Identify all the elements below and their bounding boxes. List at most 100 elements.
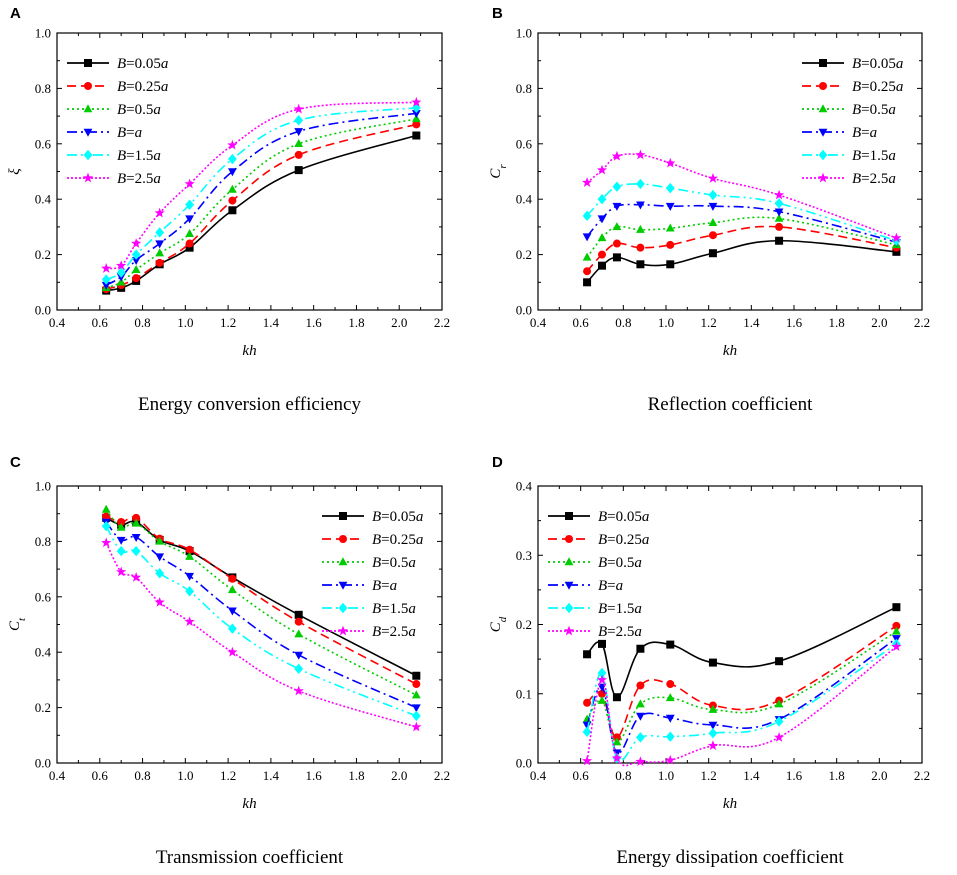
data-point (666, 260, 675, 269)
legend-marker (818, 128, 828, 137)
data-point (185, 586, 195, 597)
data-point (155, 553, 165, 562)
legend-label: B=0.05a (852, 56, 903, 72)
y-tick-label: 0.6 (35, 589, 52, 604)
x-tick-label: 0.4 (530, 768, 547, 783)
data-point (411, 690, 421, 699)
x-tick-label: 1.8 (348, 315, 364, 330)
series-line (586, 216, 897, 258)
data-point (131, 265, 141, 274)
x-tick-label: 0.4 (530, 315, 547, 330)
x-tick-label: 1.2 (701, 315, 717, 330)
y-tick-label: 0.1 (516, 686, 532, 701)
x-tick-label: 1.6 (786, 315, 803, 330)
panel-letter: D (492, 454, 503, 471)
x-tick-label: 1.4 (743, 315, 760, 330)
data-point (185, 215, 195, 224)
legend-label: B=0.25a (117, 79, 168, 95)
y-axis-label: Cr (488, 164, 509, 179)
data-point (636, 681, 645, 690)
data-point (581, 755, 593, 766)
data-point (598, 639, 606, 648)
data-point (708, 202, 718, 211)
x-tick-label: 1.2 (701, 768, 717, 783)
data-point (665, 714, 675, 723)
y-tick-label: 0.6 (516, 136, 533, 151)
x-tick-label: 1.8 (829, 315, 845, 330)
legend-marker (83, 104, 93, 113)
y-tick-label: 0.2 (516, 617, 532, 632)
y-tick-label: 0.8 (35, 81, 51, 96)
data-point (597, 695, 607, 704)
data-point (597, 667, 607, 679)
data-point (773, 731, 785, 742)
series-5 (101, 102, 421, 285)
data-point (155, 568, 165, 579)
data-point (707, 173, 719, 183)
data-point (227, 607, 237, 616)
data-point (116, 545, 126, 557)
data-point (185, 572, 195, 581)
x-tick-label: 2.0 (391, 768, 407, 783)
data-point (892, 621, 901, 630)
data-point (155, 536, 165, 545)
series-6 (101, 537, 422, 732)
series-line (105, 509, 417, 696)
data-point (597, 233, 607, 242)
series-line (105, 515, 417, 685)
legend-marker (817, 172, 829, 183)
x-tick-label: 2.2 (434, 315, 450, 330)
series-line (586, 153, 897, 239)
legend-label: B=0.5a (372, 555, 416, 571)
data-point (411, 710, 421, 722)
data-point (773, 189, 785, 200)
legend: B=0.05a B=0.25a B=0.5a B=a B=1.5a B=2.5a (802, 56, 903, 187)
chart-panel-c: C 0.4 0.6 0.8 1.0 1.2 1.4 1.6 1.8 2.0 2.2 0.0 0.2 0.4… (7, 454, 450, 868)
data-point (665, 202, 675, 211)
data-point (708, 249, 717, 258)
data-point (294, 610, 303, 619)
data-point (184, 616, 195, 627)
x-tick-label: 2.2 (914, 768, 930, 783)
legend-marker (84, 59, 92, 67)
x-tick-label: 0.4 (49, 315, 66, 330)
data-point (154, 207, 165, 218)
series-3 (582, 213, 901, 261)
panel-caption: Transmission coefficient (156, 847, 344, 868)
x-tick-label: 1.6 (786, 768, 803, 783)
legend-marker (83, 128, 93, 137)
data-point (583, 267, 592, 276)
series-3 (101, 504, 421, 699)
legend-label: B=2.5a (852, 171, 896, 187)
data-point (116, 536, 126, 545)
legend-label: B=a (852, 125, 877, 141)
data-point (101, 520, 111, 532)
x-axis-label: kh (242, 796, 256, 812)
x-tick-label: 1.8 (348, 768, 364, 783)
data-point (775, 222, 784, 231)
data-point (612, 253, 621, 262)
series-line (586, 630, 897, 744)
legend-label: B=a (598, 578, 623, 594)
legend-marker (565, 512, 573, 520)
y-axis-label: Cd (488, 616, 509, 632)
x-tick-label: 2.0 (391, 315, 407, 330)
x-tick-label: 2.2 (914, 315, 930, 330)
data-point (583, 698, 592, 707)
series-3 (582, 626, 901, 746)
legend-label: B=1.5a (598, 601, 642, 617)
data-point (774, 716, 784, 727)
legend-marker (337, 625, 349, 636)
data-point (665, 754, 676, 765)
legend-marker (82, 172, 94, 183)
data-point (582, 233, 592, 242)
series-4 (582, 635, 901, 758)
x-tick-label: 0.6 (92, 315, 109, 330)
x-tick-label: 0.8 (134, 315, 150, 330)
x-tick-label: 1.6 (306, 315, 323, 330)
data-point (708, 658, 717, 667)
data-point (294, 150, 303, 159)
series-2 (102, 120, 421, 294)
x-axis-label: kh (723, 343, 737, 359)
legend-label: B=0.5a (117, 102, 161, 118)
